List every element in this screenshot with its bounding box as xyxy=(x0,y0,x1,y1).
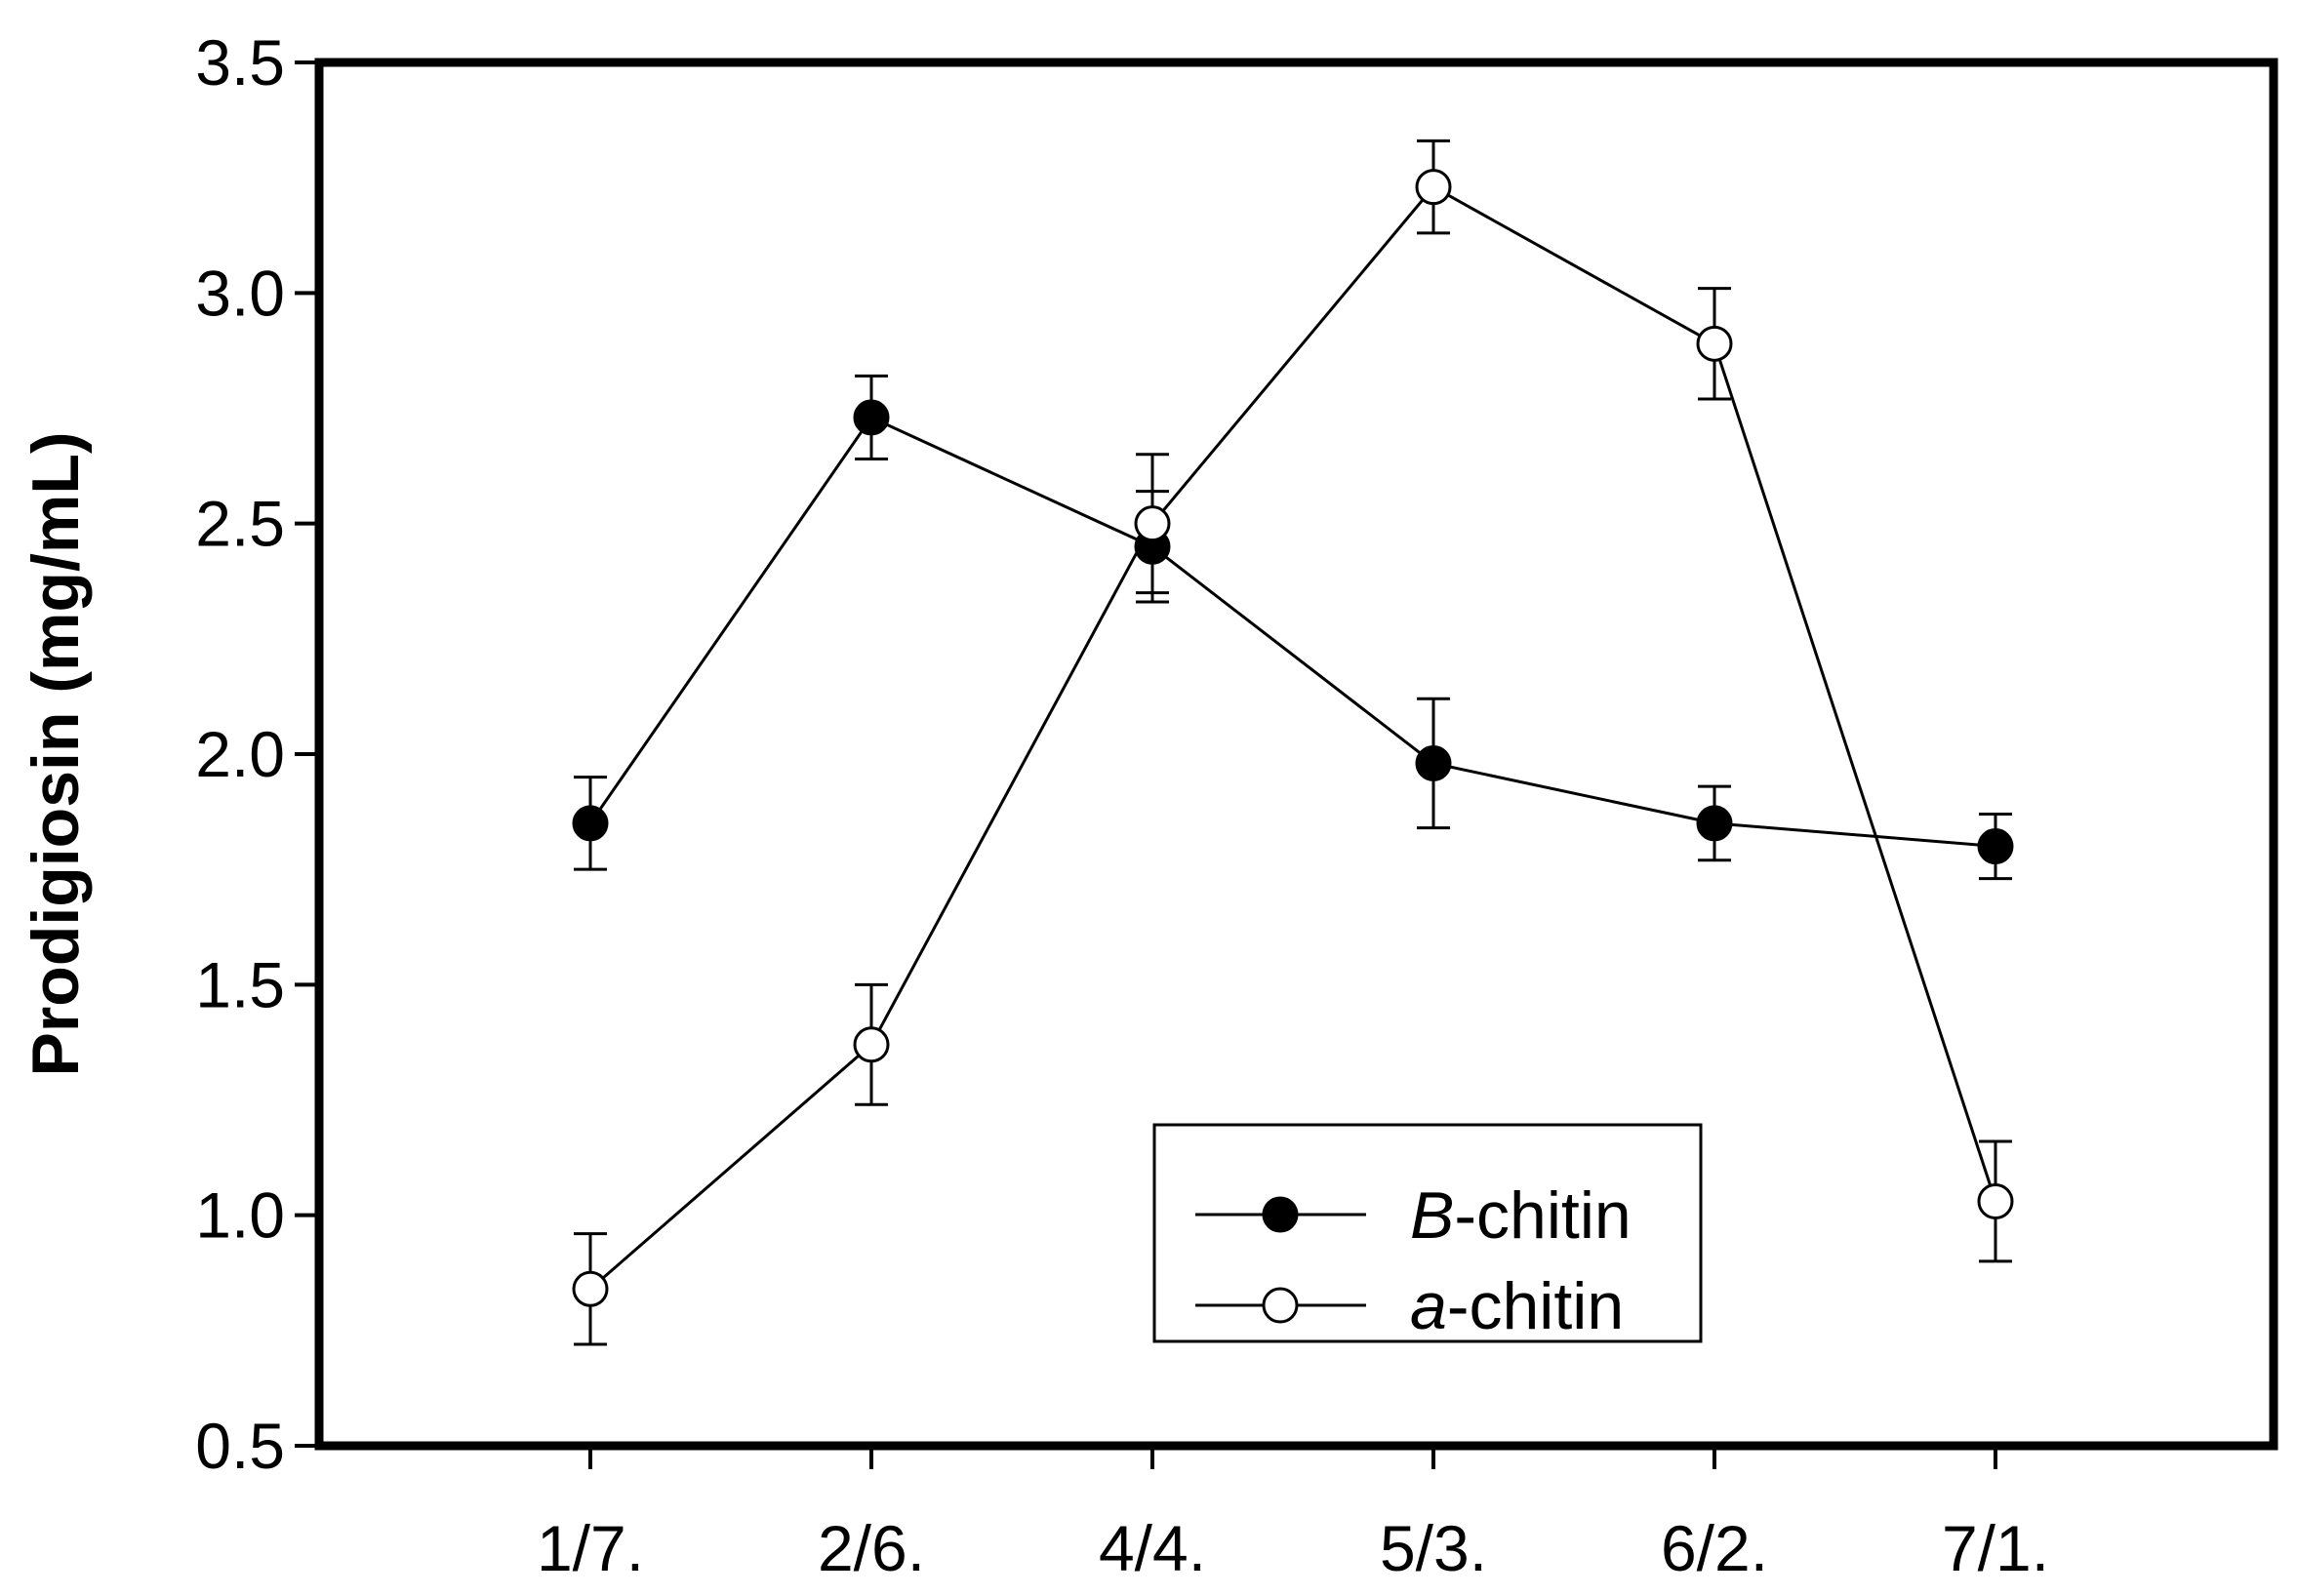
plot-frame xyxy=(314,58,2278,1451)
legend-marker xyxy=(1262,1196,1299,1233)
y-tick-label: 1.0 xyxy=(195,1179,285,1252)
x-tick-label: 1/7. xyxy=(537,1512,644,1584)
legend-label: a-chitin xyxy=(1410,1269,1624,1343)
data-point-series-1 xyxy=(1977,828,2014,865)
x-tick-label: 4/4. xyxy=(1099,1512,1206,1584)
legend-marker xyxy=(1262,1287,1299,1324)
x-tick-label: 5/3. xyxy=(1380,1512,1487,1584)
data-point-series-1 xyxy=(1696,805,1733,842)
data-point-series-2 xyxy=(1415,169,1452,206)
data-point-series-2 xyxy=(1134,505,1171,542)
series-layer xyxy=(572,139,2014,1346)
data-point-series-2 xyxy=(1696,325,1733,362)
data-point-series-2 xyxy=(572,1270,609,1307)
legend-label-suffix: -chitin xyxy=(1447,1269,1624,1343)
legend-label: B-chitin xyxy=(1410,1178,1632,1253)
data-point-series-2 xyxy=(1977,1182,2014,1219)
series-line-2 xyxy=(589,184,1997,1291)
legend-label-suffix: -chitin xyxy=(1454,1178,1631,1253)
data-point-series-2 xyxy=(853,1026,890,1063)
y-tick-label: 0.5 xyxy=(195,1410,285,1482)
x-tick-label: 2/6. xyxy=(818,1512,925,1584)
legend-label-prefix: a xyxy=(1410,1269,1447,1343)
y-axis-ticks: 0.5 1.0 1.5 2.0 2.5 3.0 3.5 xyxy=(195,26,319,1482)
y-axis-title: Prodigiosin (mg/mL) xyxy=(19,431,93,1076)
data-point-series-1 xyxy=(1415,744,1452,781)
y-tick-label: 3.5 xyxy=(195,26,285,99)
y-tick-label: 2.5 xyxy=(195,488,285,560)
x-tick-label: 6/2. xyxy=(1661,1512,1768,1584)
series-line-1 xyxy=(588,416,1996,849)
x-tick-label: 7/1. xyxy=(1942,1512,2049,1584)
y-tick-label: 3.0 xyxy=(195,257,285,329)
legend-label-prefix: B xyxy=(1410,1178,1454,1253)
x-axis-ticks: 1/7. 2/6. 4/4. 5/3. 6/2. 7/1. xyxy=(537,1446,2049,1584)
data-point-series-1 xyxy=(853,399,890,436)
y-tick-label: 2.0 xyxy=(195,718,285,790)
y-tick-label: 1.5 xyxy=(195,948,285,1020)
data-point-series-1 xyxy=(572,805,609,842)
